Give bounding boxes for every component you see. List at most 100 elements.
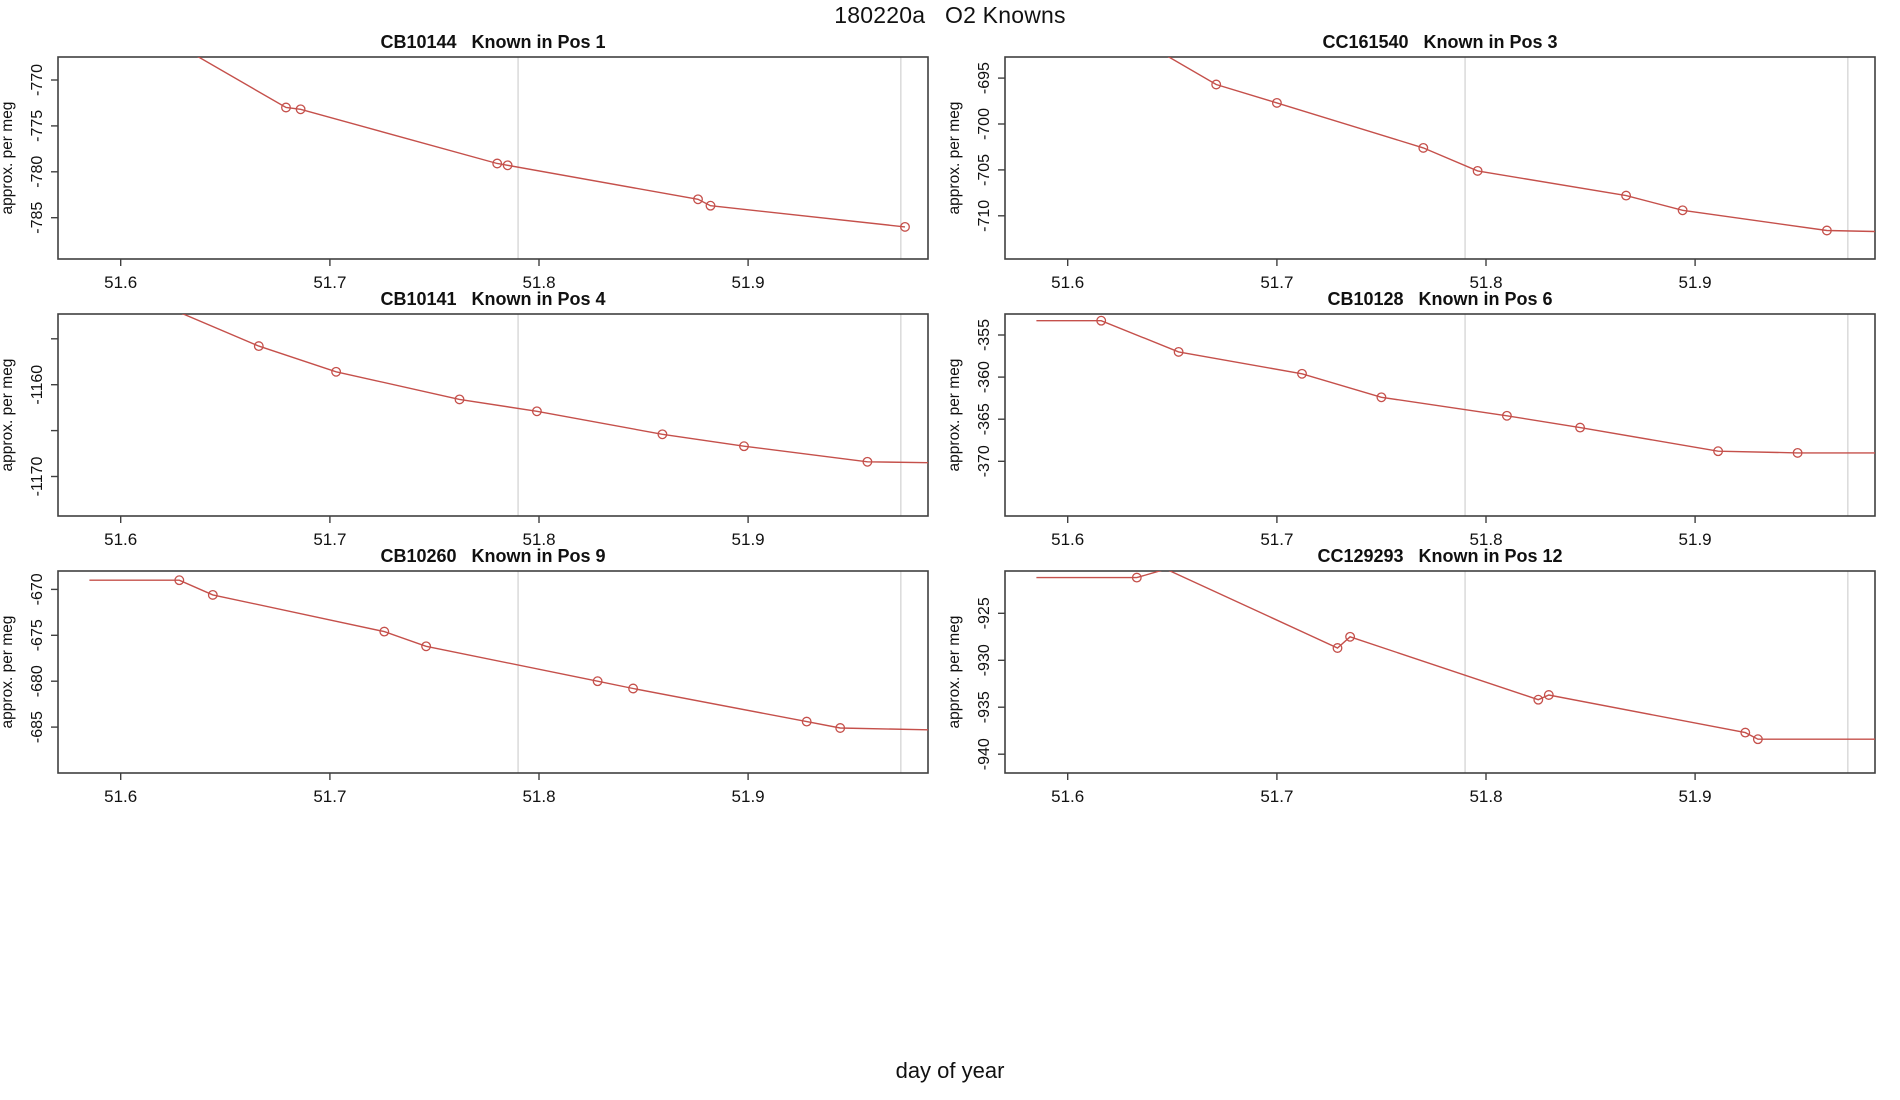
y-tick-label: -1160 <box>29 365 46 405</box>
y-axis-label: approx. per meg <box>0 359 16 472</box>
x-tick-label: 51.9 <box>732 273 765 292</box>
data-point-marker <box>531 406 542 417</box>
data-point-marker <box>705 200 716 211</box>
data-line <box>197 57 906 228</box>
data-point-marker <box>693 194 703 205</box>
data-point-marker <box>1131 572 1142 583</box>
plot-box <box>1004 313 1876 517</box>
x-tick-label: 51.9 <box>732 787 765 806</box>
data-point-marker <box>900 221 910 232</box>
data-point-marker <box>739 441 749 452</box>
y-axis-label: approx. per meg <box>946 102 963 215</box>
x-tick-label: 51.8 <box>1469 787 1502 806</box>
y-tick-label: -700 <box>976 108 993 140</box>
data-point-marker <box>1677 205 1688 216</box>
subplot-title: CB10144 Known in Pos 1 <box>380 32 605 52</box>
data-point-marker <box>1297 368 1307 379</box>
x-tick-label: 51.8 <box>522 787 555 806</box>
y-tick-label: -355 <box>976 319 993 351</box>
y-tick-label: -785 <box>29 202 46 234</box>
data-point-marker <box>1713 446 1724 457</box>
data-point-marker <box>1345 631 1356 642</box>
data-point-marker <box>1418 142 1429 153</box>
y-tick-label: -710 <box>976 200 993 232</box>
data-point-marker <box>1096 315 1107 326</box>
x-tick-label: 51.6 <box>1051 273 1084 292</box>
y-tick-label: -370 <box>976 445 993 477</box>
data-point-marker <box>454 394 465 405</box>
x-tick-label: 51.8 <box>522 273 555 292</box>
data-point-marker <box>207 589 218 600</box>
plot-box <box>57 56 929 260</box>
data-line <box>1036 320 1875 454</box>
subplot-CB10144: -785 -780 -775 -770 51.6 51.7 51.8 51.9 CB10144 … <box>0 32 929 292</box>
x-tick-label: 51.9 <box>732 530 765 549</box>
y-axis-label: approx. per meg <box>0 102 16 215</box>
data-point-marker <box>1332 643 1343 653</box>
plot-box <box>1004 56 1876 260</box>
x-tick-label: 51.8 <box>1469 530 1502 549</box>
data-point-marker <box>1792 447 1803 458</box>
subplot-title: CB10128 Known in Pos 6 <box>1327 289 1552 309</box>
data-line <box>1167 57 1875 233</box>
x-tick-label: 51.9 <box>1679 273 1712 292</box>
data-point-marker <box>421 641 432 652</box>
x-tick-label: 51.9 <box>1679 787 1712 806</box>
data-point-marker <box>492 158 503 169</box>
y-tick-label: -685 <box>29 711 46 743</box>
data-line <box>181 314 928 464</box>
data-point-marker <box>1752 734 1763 745</box>
data-point-marker <box>1501 410 1512 421</box>
x-tick-label: 51.6 <box>104 273 137 292</box>
data-point-marker <box>174 575 185 586</box>
x-tick-label: 51.7 <box>1260 787 1293 806</box>
data-point-marker <box>1211 79 1222 90</box>
y-tick-label: -365 <box>976 403 993 435</box>
x-tick-label: 51.6 <box>1051 787 1084 806</box>
x-tick-label: 51.9 <box>1679 530 1712 549</box>
x-tick-label: 51.7 <box>1260 273 1293 292</box>
y-tick-label: -780 <box>29 156 46 188</box>
plot-box <box>57 570 929 774</box>
x-tick-label: 51.8 <box>1469 273 1502 292</box>
data-line <box>89 579 928 731</box>
y-tick-label: -675 <box>29 619 46 651</box>
data-point-marker <box>1621 190 1632 201</box>
data-point-marker <box>592 676 603 687</box>
data-point-marker <box>1173 346 1184 357</box>
data-point-marker <box>628 683 639 694</box>
data-point-marker <box>331 366 342 377</box>
data-point-marker <box>1543 690 1554 700</box>
y-tick-label: -360 <box>976 361 993 393</box>
x-tick-label: 51.8 <box>522 530 555 549</box>
data-point-marker <box>801 716 812 727</box>
x-tick-label: 51.7 <box>313 273 346 292</box>
subplot-title: CB10141 Known in Pos 4 <box>380 289 605 309</box>
y-tick-label: -680 <box>29 665 46 697</box>
x-tick-label: 51.6 <box>104 787 137 806</box>
data-point-marker <box>1472 165 1483 176</box>
subplot-CC129293: -940 -935 -930 -925 51.6 51.7 51.8 51.9 CC129293… <box>946 546 1876 806</box>
data-point-marker <box>281 102 291 113</box>
data-point-marker <box>379 626 390 637</box>
x-tick-label: 51.7 <box>313 530 346 549</box>
plot-box <box>1004 570 1876 774</box>
x-tick-label: 51.6 <box>104 530 137 549</box>
subplot-CB10128: -370 -365 -360 -355 51.6 51.7 51.8 51.9 CB10128 … <box>946 289 1876 549</box>
y-axis-label: approx. per meg <box>0 616 16 729</box>
x-tick-label: 51.7 <box>313 787 346 806</box>
data-point-marker <box>862 456 873 467</box>
data-point-marker <box>1821 225 1832 236</box>
data-point-marker <box>253 341 264 352</box>
x-tick-label: 51.7 <box>1260 530 1293 549</box>
subplot-title: CC161540 Known in Pos 3 <box>1322 32 1557 52</box>
y-tick-label: -1170 <box>29 457 46 497</box>
y-tick-label: -775 <box>29 110 46 142</box>
data-point-marker <box>1575 422 1586 433</box>
plot-box <box>57 313 929 517</box>
subplot-CB10260: -685 -680 -675 -670 51.6 51.7 51.8 51.9 CB10260 … <box>0 546 929 806</box>
data-point-marker <box>657 429 668 440</box>
data-point-marker <box>1533 694 1544 705</box>
